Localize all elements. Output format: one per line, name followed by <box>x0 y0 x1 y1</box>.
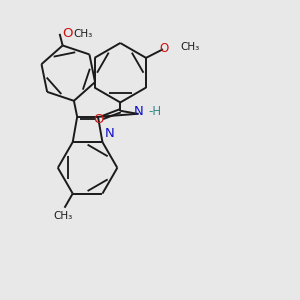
Text: O: O <box>160 42 169 55</box>
Text: O: O <box>62 27 73 40</box>
Text: CH₃: CH₃ <box>180 42 199 52</box>
Text: CH₃: CH₃ <box>74 29 93 39</box>
Text: O: O <box>94 112 104 126</box>
Text: N: N <box>105 127 115 140</box>
Text: N: N <box>134 105 144 118</box>
Text: CH₃: CH₃ <box>53 211 73 221</box>
Text: -H: -H <box>149 105 162 118</box>
